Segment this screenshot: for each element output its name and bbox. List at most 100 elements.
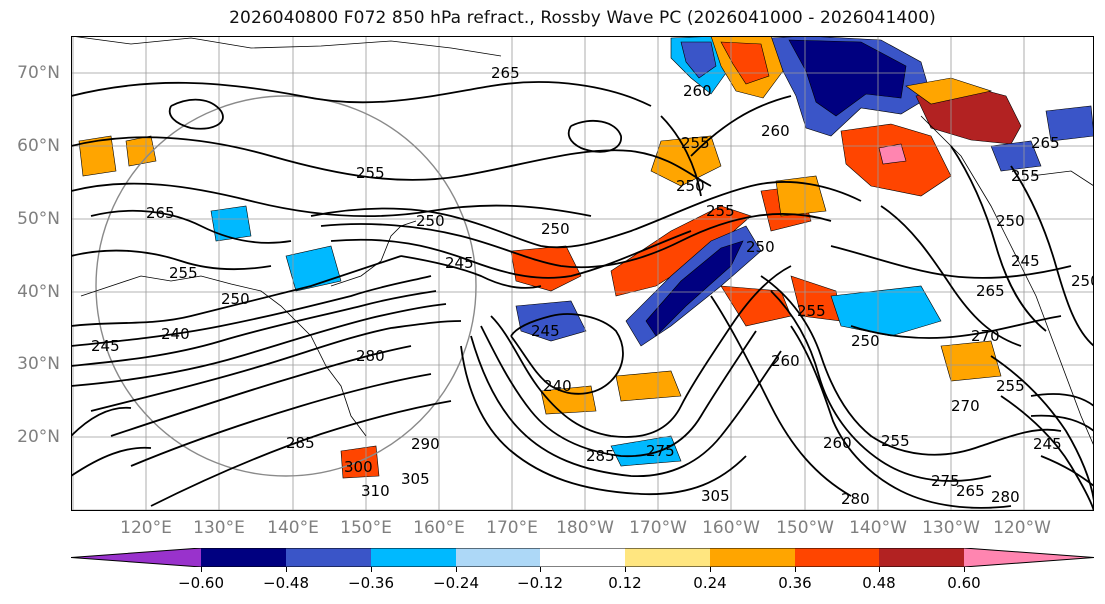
contour-label: 255 <box>706 202 735 220</box>
strong-negative-anomaly-blob <box>788 39 907 117</box>
contour-label: 305 <box>401 470 430 488</box>
colorbar-segment <box>201 548 286 567</box>
contour-label: 280 <box>991 488 1020 506</box>
colorbar-tick <box>201 567 202 572</box>
colorbar-segment <box>71 548 201 567</box>
contour-label: 260 <box>823 434 852 452</box>
contour-label: 290 <box>411 435 440 453</box>
contour-label: 280 <box>356 347 385 365</box>
contour-label: 250 <box>221 290 250 308</box>
colorbar-label: −0.48 <box>263 574 309 592</box>
colorbar-tick <box>795 567 796 572</box>
positive-anomaly-blob <box>650 135 722 187</box>
lon-label: 130°W <box>922 518 980 538</box>
lat-label: 60°N <box>17 136 60 156</box>
contour-label: 240 <box>543 377 572 395</box>
contour-label: 305 <box>701 487 730 505</box>
contour-label: 245 <box>1011 252 1040 270</box>
colorbar-label: −0.36 <box>348 574 394 592</box>
colorbar-tick <box>286 567 287 572</box>
colorbar-segment <box>964 548 1094 567</box>
contour-label: 255 <box>996 377 1025 395</box>
contour-label: 275 <box>931 472 960 490</box>
coastlines <box>71 36 1094 447</box>
contour-label: 255 <box>681 134 710 152</box>
contour-label: 265 <box>956 482 985 500</box>
contour-label: 310 <box>361 482 390 500</box>
lon-label: 130°E <box>193 518 245 538</box>
contour-label: 265 <box>976 282 1005 300</box>
positive-anomaly-blob <box>775 175 827 217</box>
map-panel[interactable]: 265 260 255 250 245 240 255 265 250 245 … <box>71 36 1094 511</box>
contour-label: 300 <box>344 458 373 476</box>
lon-label: 180°W <box>556 518 614 538</box>
colorbar <box>71 548 1094 567</box>
contour-label: 255 <box>797 302 826 320</box>
contour-label: 270 <box>951 397 980 415</box>
lat-label: 50°N <box>17 209 60 229</box>
lon-label: 160°W <box>702 518 760 538</box>
contour-label: 250 <box>851 332 880 350</box>
negative-anomaly-blob <box>610 435 682 467</box>
lon-label: 120°W <box>993 518 1051 538</box>
contour-label: 245 <box>445 254 474 272</box>
contour-label: 270 <box>971 327 1000 345</box>
lon-label: 120°E <box>120 518 172 538</box>
contour-label: 250 <box>676 177 705 195</box>
contour-label: 250 <box>996 212 1025 230</box>
negative-anomaly-blob <box>210 205 252 242</box>
colorbar-segment <box>795 548 879 567</box>
strong-negative-band <box>645 240 744 337</box>
colorbar-tick <box>879 567 880 572</box>
positive-anomaly-blob <box>340 445 380 479</box>
colorbar-label: 0.48 <box>862 574 896 592</box>
positive-anomaly-blob <box>940 340 1002 382</box>
colorbar-segment <box>286 548 371 567</box>
contour-label: 265 <box>491 64 520 82</box>
lon-label: 160°E <box>413 518 465 538</box>
contour-label: 260 <box>771 352 800 370</box>
colorbar-label: −0.12 <box>517 574 563 592</box>
colorbar-tick <box>964 567 965 572</box>
negative-anomaly-blob <box>1045 105 1094 142</box>
contour-label: 255 <box>356 164 385 182</box>
contour-label: 250 <box>1071 272 1094 290</box>
lat-label: 70°N <box>17 63 60 83</box>
positive-anomaly-blob <box>615 370 682 402</box>
contour-label: 260 <box>683 82 712 100</box>
contour-label: 285 <box>286 434 315 452</box>
colorbar-label: 0.12 <box>608 574 642 592</box>
contour-label: 260 <box>761 122 790 140</box>
colorbar-segment <box>879 548 964 567</box>
lon-label: 150°W <box>776 518 834 538</box>
positive-anomaly-blob <box>78 135 117 177</box>
colorbar-label: 0.36 <box>778 574 812 592</box>
extreme-positive-blob <box>878 143 907 165</box>
contour-label: 250 <box>746 238 775 256</box>
contour-label: 285 <box>586 447 615 465</box>
colorbar-label: 0.24 <box>693 574 727 592</box>
lat-label: 20°N <box>17 427 60 447</box>
colorbar-segment <box>456 548 540 567</box>
colorbar-tick <box>456 567 457 572</box>
lon-label: 140°W <box>849 518 907 538</box>
colorbar-segment <box>371 548 456 567</box>
contour-label: 240 <box>161 325 190 343</box>
positive-anomaly-blob <box>905 77 993 105</box>
contour-label: 245 <box>1033 435 1062 453</box>
lon-label: 150°E <box>340 518 392 538</box>
lon-label: 170°E <box>486 518 538 538</box>
lat-label: 30°N <box>17 354 60 374</box>
contour-label: 255 <box>1011 167 1040 185</box>
range-circle <box>95 95 477 477</box>
contour-labels: 265 260 255 250 245 240 255 265 250 245 … <box>91 64 1094 508</box>
refractivity-contours <box>71 81 1094 511</box>
contour-label: 245 <box>531 322 560 340</box>
contour-label: 280 <box>841 490 870 508</box>
anomaly-shading <box>78 36 1094 479</box>
positive-anomaly-blob <box>510 245 582 292</box>
map-plot: 265 260 255 250 245 240 255 265 250 245 … <box>71 36 1094 511</box>
lon-label: 170°W <box>629 518 687 538</box>
colorbar-tick <box>625 567 626 572</box>
colorbar-segment <box>540 548 625 567</box>
